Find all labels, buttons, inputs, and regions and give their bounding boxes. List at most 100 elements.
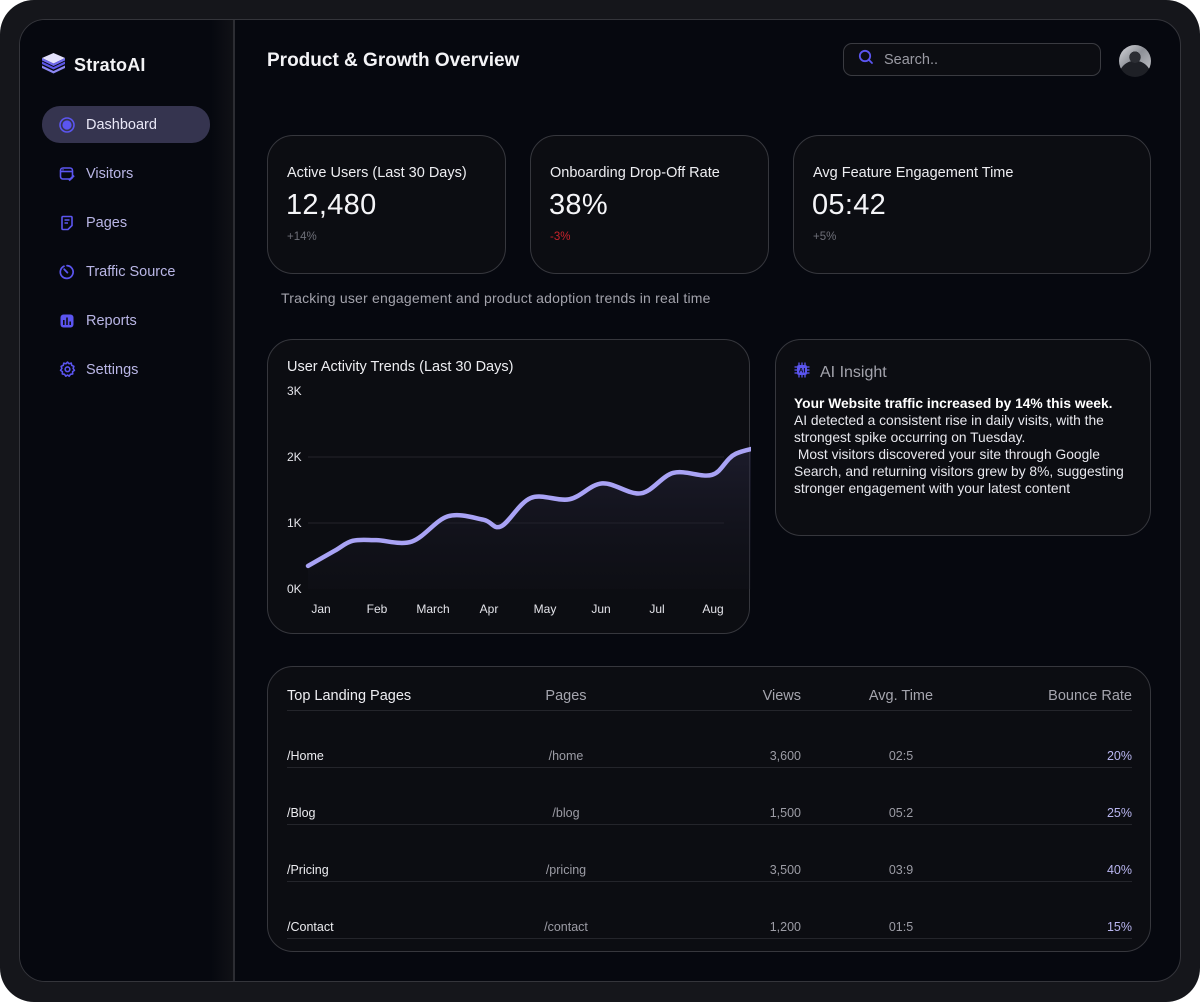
layers-stack-icon [41,51,66,80]
main-content: Product & Growth Overview Active Users (… [235,20,1180,981]
cell-page-path: /pricing [480,824,651,882]
x-tick-label: Jan [311,602,330,616]
cell-page-path: /contact [480,881,651,939]
sidebar-item-label: Dashboard [86,116,157,133]
x-tick-label: March [416,602,449,616]
x-tick-label: May [534,602,557,616]
kpi-title: Onboarding Drop-Off Rate [550,165,720,181]
svg-text:AI: AI [799,368,806,375]
kpi-title: Avg Feature Engagement Time [813,165,1014,181]
sidebar-item-pages[interactable]: Pages [42,204,210,241]
document-icon [58,214,76,232]
table-header-row: Top Landing Pages Pages Views Avg. Time … [287,682,1132,711]
chart-series-line [305,446,751,569]
kpi-delta: -3% [550,231,571,243]
y-tick-label: 3K [287,384,302,398]
x-tick-label: Jul [649,602,664,616]
sidebar-item-label: Settings [86,361,139,378]
y-tick-label: 1K [287,516,302,530]
kpi-value: 05:42 [812,189,887,221]
cell-bounce-rate: 20% [1000,710,1132,768]
kpi-value: 12,480 [286,189,377,221]
radio-dot-icon [58,116,76,134]
column-header[interactable]: Pages [480,682,651,711]
bar-chart-icon [58,312,76,330]
cell-views: 3,500 [650,824,801,882]
y-tick-label: 2K [287,450,302,464]
landing-pages-table: Top Landing Pages Pages Views Avg. Time … [287,682,1132,939]
sidebar-item-label: Reports [86,312,137,329]
ai-insight-paragraph: Most visitors discovered your site throu… [794,447,1128,496]
cell-bounce-rate: 40% [1000,824,1132,882]
sidebar-item-label: Traffic Source [86,263,176,280]
sidebar-nav: Dashboard Visitors Pages Traffic Source [42,106,210,400]
sidebar-item-dashboard[interactable]: Dashboard [42,106,210,143]
cell-bounce-rate: 25% [1000,767,1132,825]
brand-name: StratoAI [74,55,146,75]
user-avatar[interactable] [1119,45,1151,77]
top-landing-pages-card: Top Landing Pages Pages Views Avg. Time … [267,666,1151,952]
ai-insight-paragraph: AI detected a consistent rise in daily v… [794,413,1108,445]
cell-views: 1,500 [650,767,801,825]
ai-insight-headline: Your Website traffic increased by 14% th… [794,396,1113,411]
cell-landing-page: /Home [287,710,481,768]
chart-title: User Activity Trends (Last 30 Days) [287,359,514,375]
sidebar-item-label: Visitors [86,165,134,182]
table-row[interactable]: /Blog /blog 1,500 05:2 25% [287,767,1132,825]
search-box[interactable] [843,43,1101,76]
search-input[interactable] [882,50,1086,69]
kpi-delta: +14% [287,231,317,243]
cell-landing-page: /Pricing [287,824,481,882]
kpi-card-active-users: Active Users (Last 30 Days) 12,480 +14% [267,135,506,274]
sidebar: StratoAI Dashboard Visitors Pages [20,20,235,981]
cell-page-path: /blog [480,767,651,825]
ai-insight-title: AI Insight [820,363,887,381]
sidebar-item-visitors[interactable]: Visitors [42,155,210,192]
sidebar-item-traffic-source[interactable]: Traffic Source [42,253,210,290]
column-header[interactable]: Avg. Time [800,682,1001,711]
cell-bounce-rate: 15% [1000,881,1132,939]
table-row[interactable]: /Pricing /pricing 3,500 03:9 40% [287,824,1132,882]
cell-avg-time: 05:2 [800,767,1001,825]
sidebar-item-settings[interactable]: Settings [42,351,210,388]
user-activity-chart: 0K 1K 2K 3K Jan Feb March Apr May Jun Jul Aug [287,384,751,616]
x-tick-label: Apr [480,602,499,616]
cell-page-path: /home [480,710,651,768]
cell-avg-time: 03:9 [800,824,1001,882]
timer-icon [58,263,76,281]
page-title: Product & Growth Overview [267,50,520,71]
kpi-title: Active Users (Last 30 Days) [287,165,467,181]
kpi-value: 38% [549,189,608,221]
user-activity-chart-card: 0K 1K 2K 3K Jan Feb March Apr May Jun Jul Aug User… [267,339,751,634]
browser-edit-icon [58,165,76,183]
page-subtitle: Tracking user engagement and product ado… [281,290,711,306]
cell-views: 1,200 [650,881,801,939]
kpi-card-onboarding-drop-off: Onboarding Drop-Off Rate 38% -3% [530,135,769,274]
kpi-delta: +5% [813,231,837,243]
x-tick-label: Feb [367,602,388,616]
kpi-card-feature-engagement: Avg Feature Engagement Time 05:42 +5% [793,135,1151,274]
table-row[interactable]: /Contact /contact 1,200 01:5 15% [287,881,1132,939]
column-header[interactable]: Views [650,682,801,711]
sidebar-item-label: Pages [86,214,128,231]
y-tick-label: 0K [287,582,302,596]
brand[interactable]: StratoAI [41,51,146,80]
sidebar-item-reports[interactable]: Reports [42,302,210,339]
ai-chip-icon: AI [794,362,810,383]
cell-avg-time: 02:5 [800,710,1001,768]
cell-landing-page: /Contact [287,881,481,939]
x-tick-label: Aug [702,602,723,616]
ai-insight-card: AI AI Insight Your Website traffic incre… [775,339,1151,536]
table-row[interactable]: /Home /home 3,600 02:5 20% [287,710,1132,768]
chart-area-fill [308,448,751,589]
app-screen: StratoAI Dashboard Visitors Pages [19,19,1181,982]
cell-views: 3,600 [650,710,801,768]
cell-landing-page: /Blog [287,767,481,825]
ai-insight-body: Your Website traffic increased by 14% th… [794,395,1139,497]
column-header[interactable]: Bounce Rate [1000,682,1132,711]
search-icon [858,49,874,70]
cell-avg-time: 01:5 [800,881,1001,939]
gear-icon [58,361,76,379]
column-header: Top Landing Pages [287,682,481,711]
x-tick-label: Jun [591,602,610,616]
